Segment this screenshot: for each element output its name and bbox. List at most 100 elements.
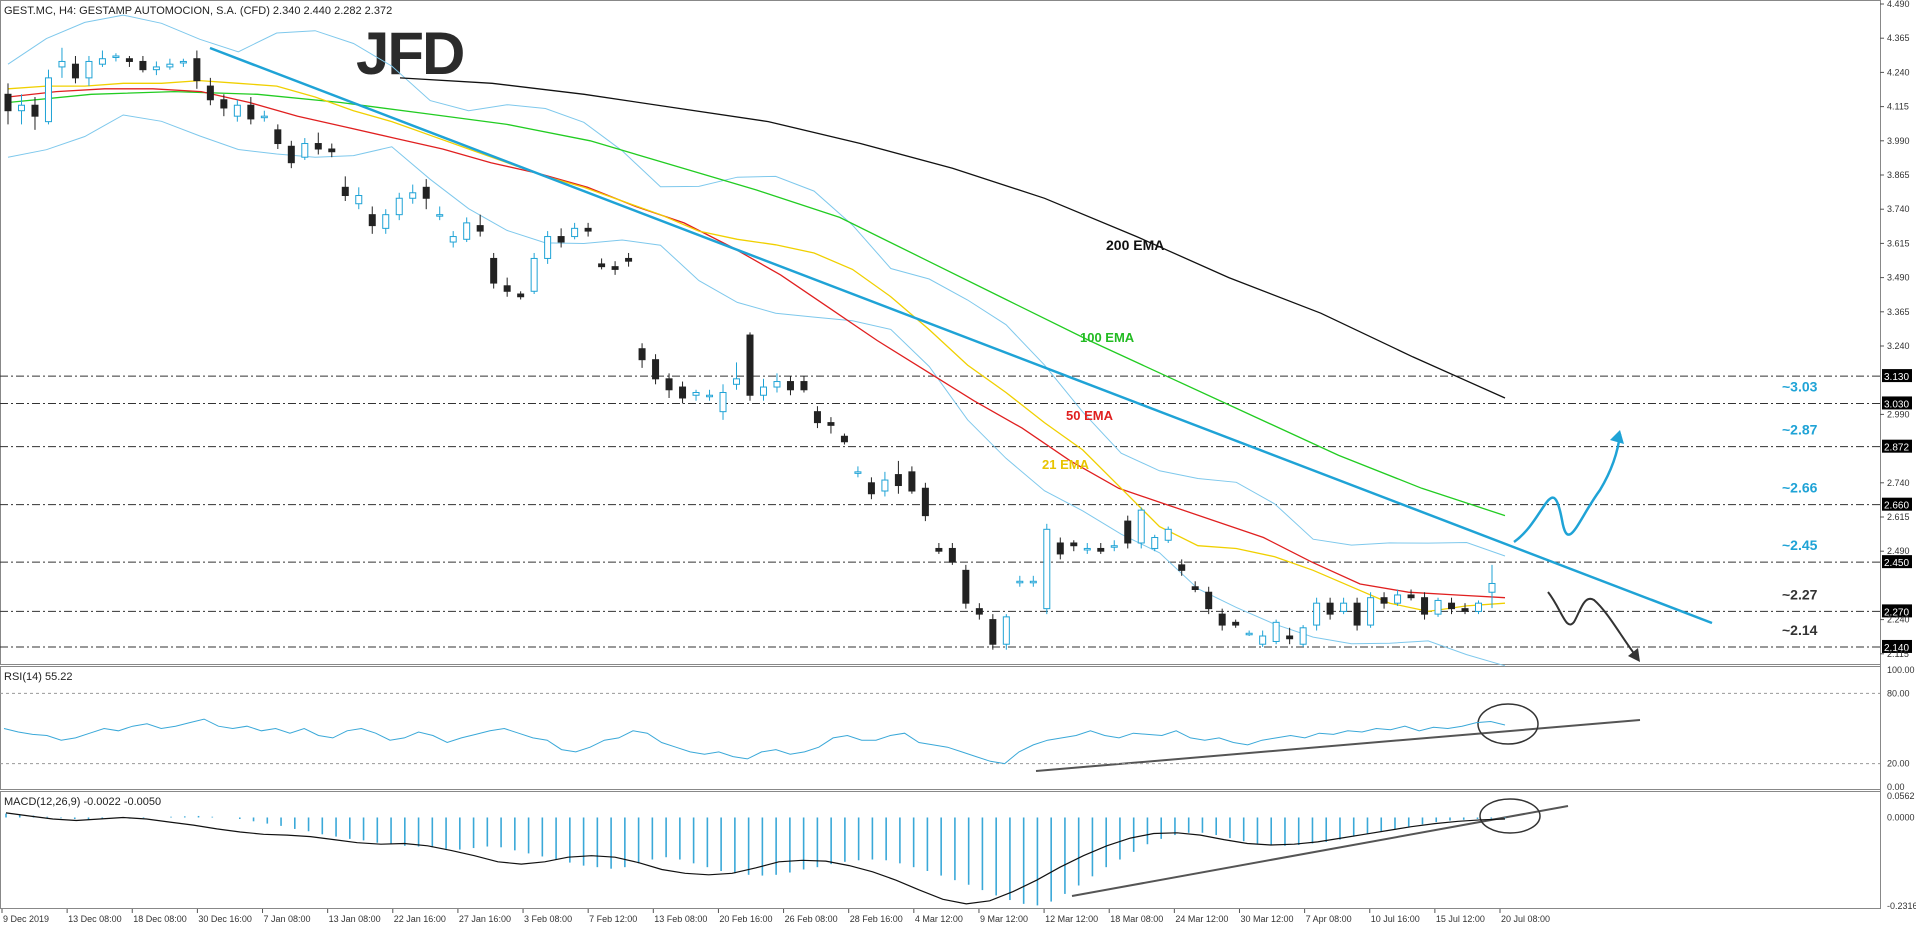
candle-body — [503, 285, 511, 292]
candle-body — [813, 411, 821, 424]
candle-body — [1245, 632, 1253, 636]
candle — [1367, 592, 1375, 628]
rsi-line — [3, 718, 1506, 765]
candle-body — [692, 392, 700, 396]
candle — [894, 460, 902, 494]
candle — [786, 376, 794, 396]
candle-body — [1434, 599, 1442, 615]
rsi-tick-label: 20.00 — [1887, 759, 1910, 769]
candle — [1205, 586, 1213, 615]
candle-body — [125, 58, 133, 62]
candle-body — [1475, 602, 1483, 612]
horizontal-levels — [0, 375, 1880, 648]
candle-body — [463, 222, 471, 240]
candle — [719, 384, 727, 420]
candle-body — [948, 547, 956, 563]
candle — [449, 231, 457, 248]
rsi-tick-label: 0.00 — [1887, 782, 1905, 792]
level-axis-badge — [1882, 396, 1912, 410]
candle — [1070, 540, 1078, 552]
candle-body — [58, 60, 66, 68]
candle — [436, 206, 444, 221]
price-tick-label: 3.740 — [1887, 204, 1910, 214]
jfd-logo: JFD — [356, 20, 463, 87]
candle — [746, 332, 754, 401]
candle-body — [1191, 586, 1199, 590]
candle — [206, 77, 214, 106]
candle — [44, 69, 52, 125]
bollinger-bands — [7, 14, 1506, 667]
candle — [422, 179, 430, 210]
candle-body — [867, 482, 875, 495]
candle — [706, 389, 714, 401]
candle-body — [733, 378, 741, 385]
candle-body — [625, 257, 633, 262]
candle — [220, 94, 228, 117]
candle-body — [1259, 635, 1267, 645]
candle-body — [368, 214, 376, 227]
candle-body — [652, 359, 660, 380]
rsi-highlight-circle — [1477, 703, 1539, 745]
level-text: ~2.27 — [1782, 586, 1818, 602]
candle-body — [1313, 602, 1321, 626]
price-tick-label: 2.240 — [1887, 615, 1910, 625]
time-tick-label: 30 Dec 16:00 — [198, 914, 252, 924]
time-tick-label: 13 Jan 08:00 — [329, 914, 381, 924]
candle — [557, 228, 565, 248]
projection-up-arrowhead — [1610, 430, 1624, 444]
candle-body — [1056, 542, 1064, 555]
level-axis-badge — [1882, 555, 1912, 569]
candle — [1434, 597, 1442, 617]
candle-body — [1178, 564, 1186, 571]
candle — [274, 124, 282, 150]
ema21-line — [7, 79, 1506, 613]
projection-down-arrow — [1547, 591, 1637, 657]
candle-body — [759, 386, 767, 396]
candle — [584, 222, 592, 237]
candle-body — [314, 143, 322, 150]
candle — [166, 58, 174, 70]
macd-label: MACD(12,26,9) -0.0022 -0.0050 — [4, 796, 161, 808]
candle — [328, 143, 336, 158]
level-text: ~2.87 — [1782, 422, 1818, 438]
time-tick-label: 20 Jul 08:00 — [1501, 914, 1550, 924]
candle — [1110, 540, 1118, 552]
price-tick-label: 2.740 — [1887, 478, 1910, 488]
candle-body — [611, 266, 619, 270]
time-tick-label: 10 Jul 16:00 — [1371, 914, 1420, 924]
candle — [1056, 537, 1064, 560]
candle-body — [328, 148, 336, 153]
candle-body — [4, 93, 12, 112]
candle-body — [112, 55, 120, 58]
candle-body — [409, 192, 417, 199]
price-tick-label: 3.365 — [1887, 307, 1910, 317]
candle — [1191, 581, 1199, 593]
candle — [463, 217, 471, 243]
macd-tick-label: 0.0562 — [1887, 791, 1915, 801]
candle — [989, 614, 997, 650]
candle-body — [355, 195, 363, 205]
candle-body — [571, 227, 579, 238]
candle — [1353, 597, 1361, 631]
candle — [314, 132, 322, 155]
candle — [854, 466, 862, 478]
candle-body — [544, 236, 552, 259]
candle — [665, 373, 673, 398]
candle-body — [881, 479, 889, 492]
time-tick-label: 18 Dec 08:00 — [133, 914, 187, 924]
candle-body — [1421, 597, 1429, 615]
candle — [544, 231, 552, 264]
candle-body — [706, 394, 714, 398]
candle — [773, 373, 781, 393]
macd-highlight-circle — [1479, 798, 1541, 834]
macd-tick-label: -0.2316 — [1887, 901, 1916, 911]
candle — [1272, 619, 1280, 645]
candle — [652, 354, 660, 385]
candle — [1475, 600, 1483, 615]
candle-body — [341, 186, 349, 197]
candle-body — [179, 60, 187, 64]
ema21-label: 21 EMA — [1042, 457, 1090, 472]
time-tick-label: 3 Feb 08:00 — [524, 914, 572, 924]
candle-body — [1151, 537, 1159, 549]
level-labels: 3.130 3.030 ~3.03 2.872 ~2.87 2.660 ~2.66 2.450… — [1782, 369, 1912, 654]
